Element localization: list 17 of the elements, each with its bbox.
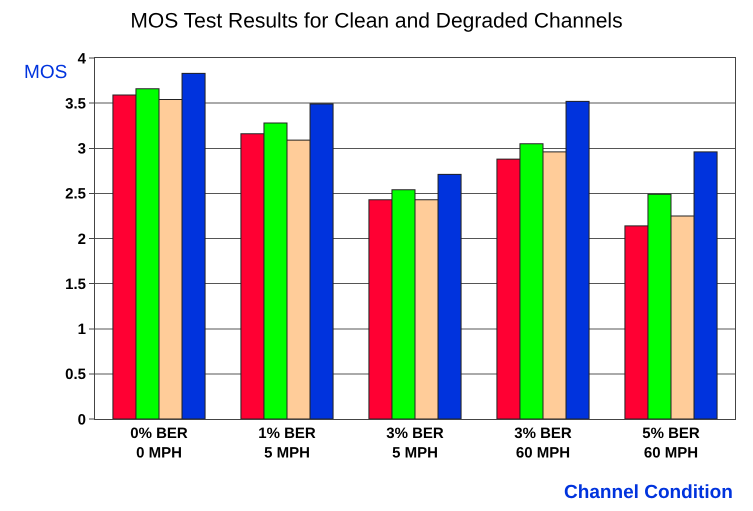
x-axis-title: Channel Condition	[564, 482, 733, 503]
y-tick-label: 2.5	[65, 186, 86, 203]
y-tick-label: 0	[78, 411, 86, 428]
y-tick-label: 2	[78, 230, 86, 248]
y-tick-label: 3.5	[65, 95, 86, 112]
y-tick-label: 0.5	[65, 366, 86, 384]
x-tick-label: 3% BER 5 MPH	[386, 425, 444, 462]
x-tick-label: 0% BER 0 MPH	[130, 425, 188, 462]
y-tick-label: 4	[78, 50, 87, 68]
y-tick-label: 3	[78, 140, 86, 158]
y-tick-label: 1	[78, 321, 86, 338]
chart-title: MOS Test Results for Clean and Degraded Channels	[130, 9, 623, 32]
x-tick-label: 5% BER 60 MPH	[642, 425, 700, 462]
y-tick-label: 1.5	[65, 276, 86, 293]
x-tick-label: 3% BER 60 MPH	[514, 425, 572, 462]
x-tick-label: 1% BER 5 MPH	[258, 425, 316, 462]
y-axis-title: MOS	[24, 62, 68, 83]
